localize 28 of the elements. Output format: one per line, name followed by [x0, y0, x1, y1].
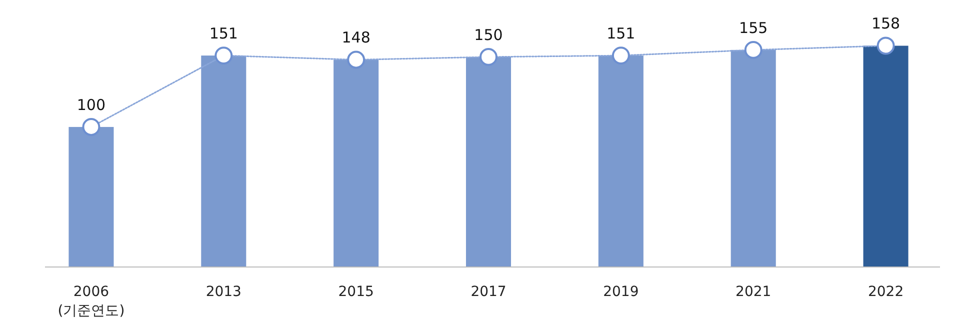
data-label: 151 [606, 24, 636, 43]
x-tick-label: 2013 [206, 284, 242, 300]
point [612, 46, 630, 65]
bar [334, 60, 379, 267]
data-label: 148 [342, 28, 370, 47]
point [876, 36, 895, 55]
point [744, 40, 762, 59]
x-tick-label: 2022 [868, 284, 904, 300]
data-label: 151 [209, 24, 238, 43]
point [82, 118, 100, 136]
bar [68, 126, 114, 267]
data-label: 150 [474, 26, 503, 44]
bar [598, 56, 644, 267]
x-tick-label: 2019 [603, 284, 639, 300]
x-tick-label: 2017 [470, 284, 506, 300]
point [347, 50, 366, 69]
x-tick-label: 2006 (기준연도) [58, 284, 125, 319]
data-label: 155 [739, 18, 768, 37]
point [480, 48, 498, 66]
x-tick-label: 2021 [736, 284, 772, 300]
bar [730, 50, 776, 267]
data-label: 158 [871, 14, 900, 33]
x-tick-label: 2015 [338, 284, 374, 300]
data-label: 100 [76, 96, 106, 114]
bar [201, 56, 246, 267]
bar [466, 56, 512, 267]
point [214, 46, 233, 65]
bar [863, 46, 908, 267]
